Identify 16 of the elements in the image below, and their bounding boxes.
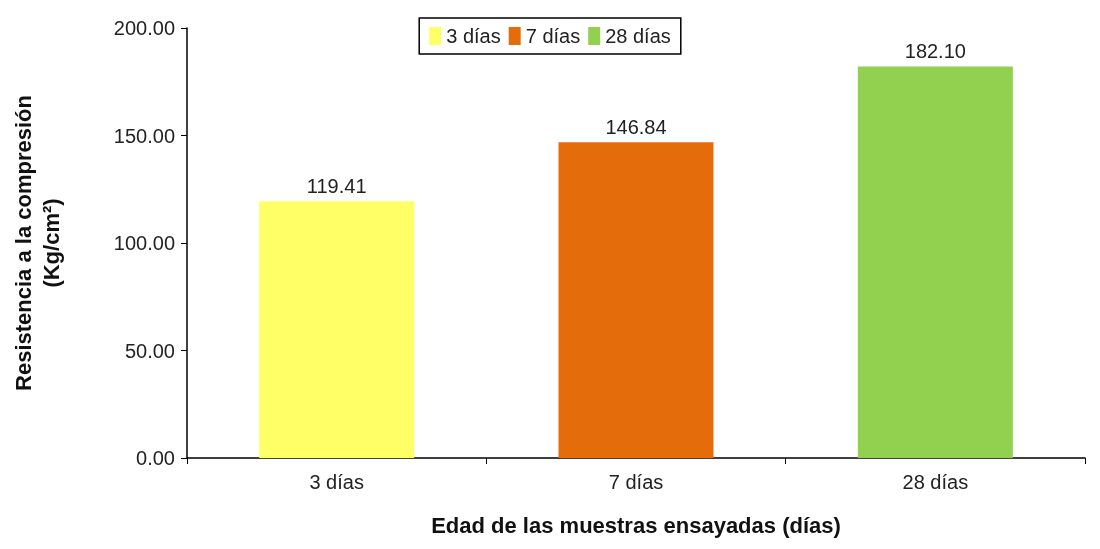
legend-label: 3 días [446,25,501,47]
y-tick-label: 150.00 [113,124,175,147]
y-tick-label: 100.00 [113,232,175,254]
x-tick-label: 7 días [608,471,664,493]
y-tick-label: 200.00 [113,17,175,39]
data-label: 182.10 [904,40,966,63]
x-tick-label: 3 días [309,471,364,493]
data-label: 119.41 [306,175,367,198]
x-axis-title: Edad de las muestras ensayadas (días) [431,512,841,538]
y-axis-title: Resistencia a la compresión (Kg/cm²) [10,95,64,391]
legend-label: 28 días [605,25,671,47]
data-label: 146.84 [605,116,667,139]
legend-label: 7 días [525,25,581,47]
y-tick-label: 50.00 [124,339,175,362]
y-tick-label: 0.00 [136,447,175,469]
x-tick-label: 28 días [902,471,969,493]
